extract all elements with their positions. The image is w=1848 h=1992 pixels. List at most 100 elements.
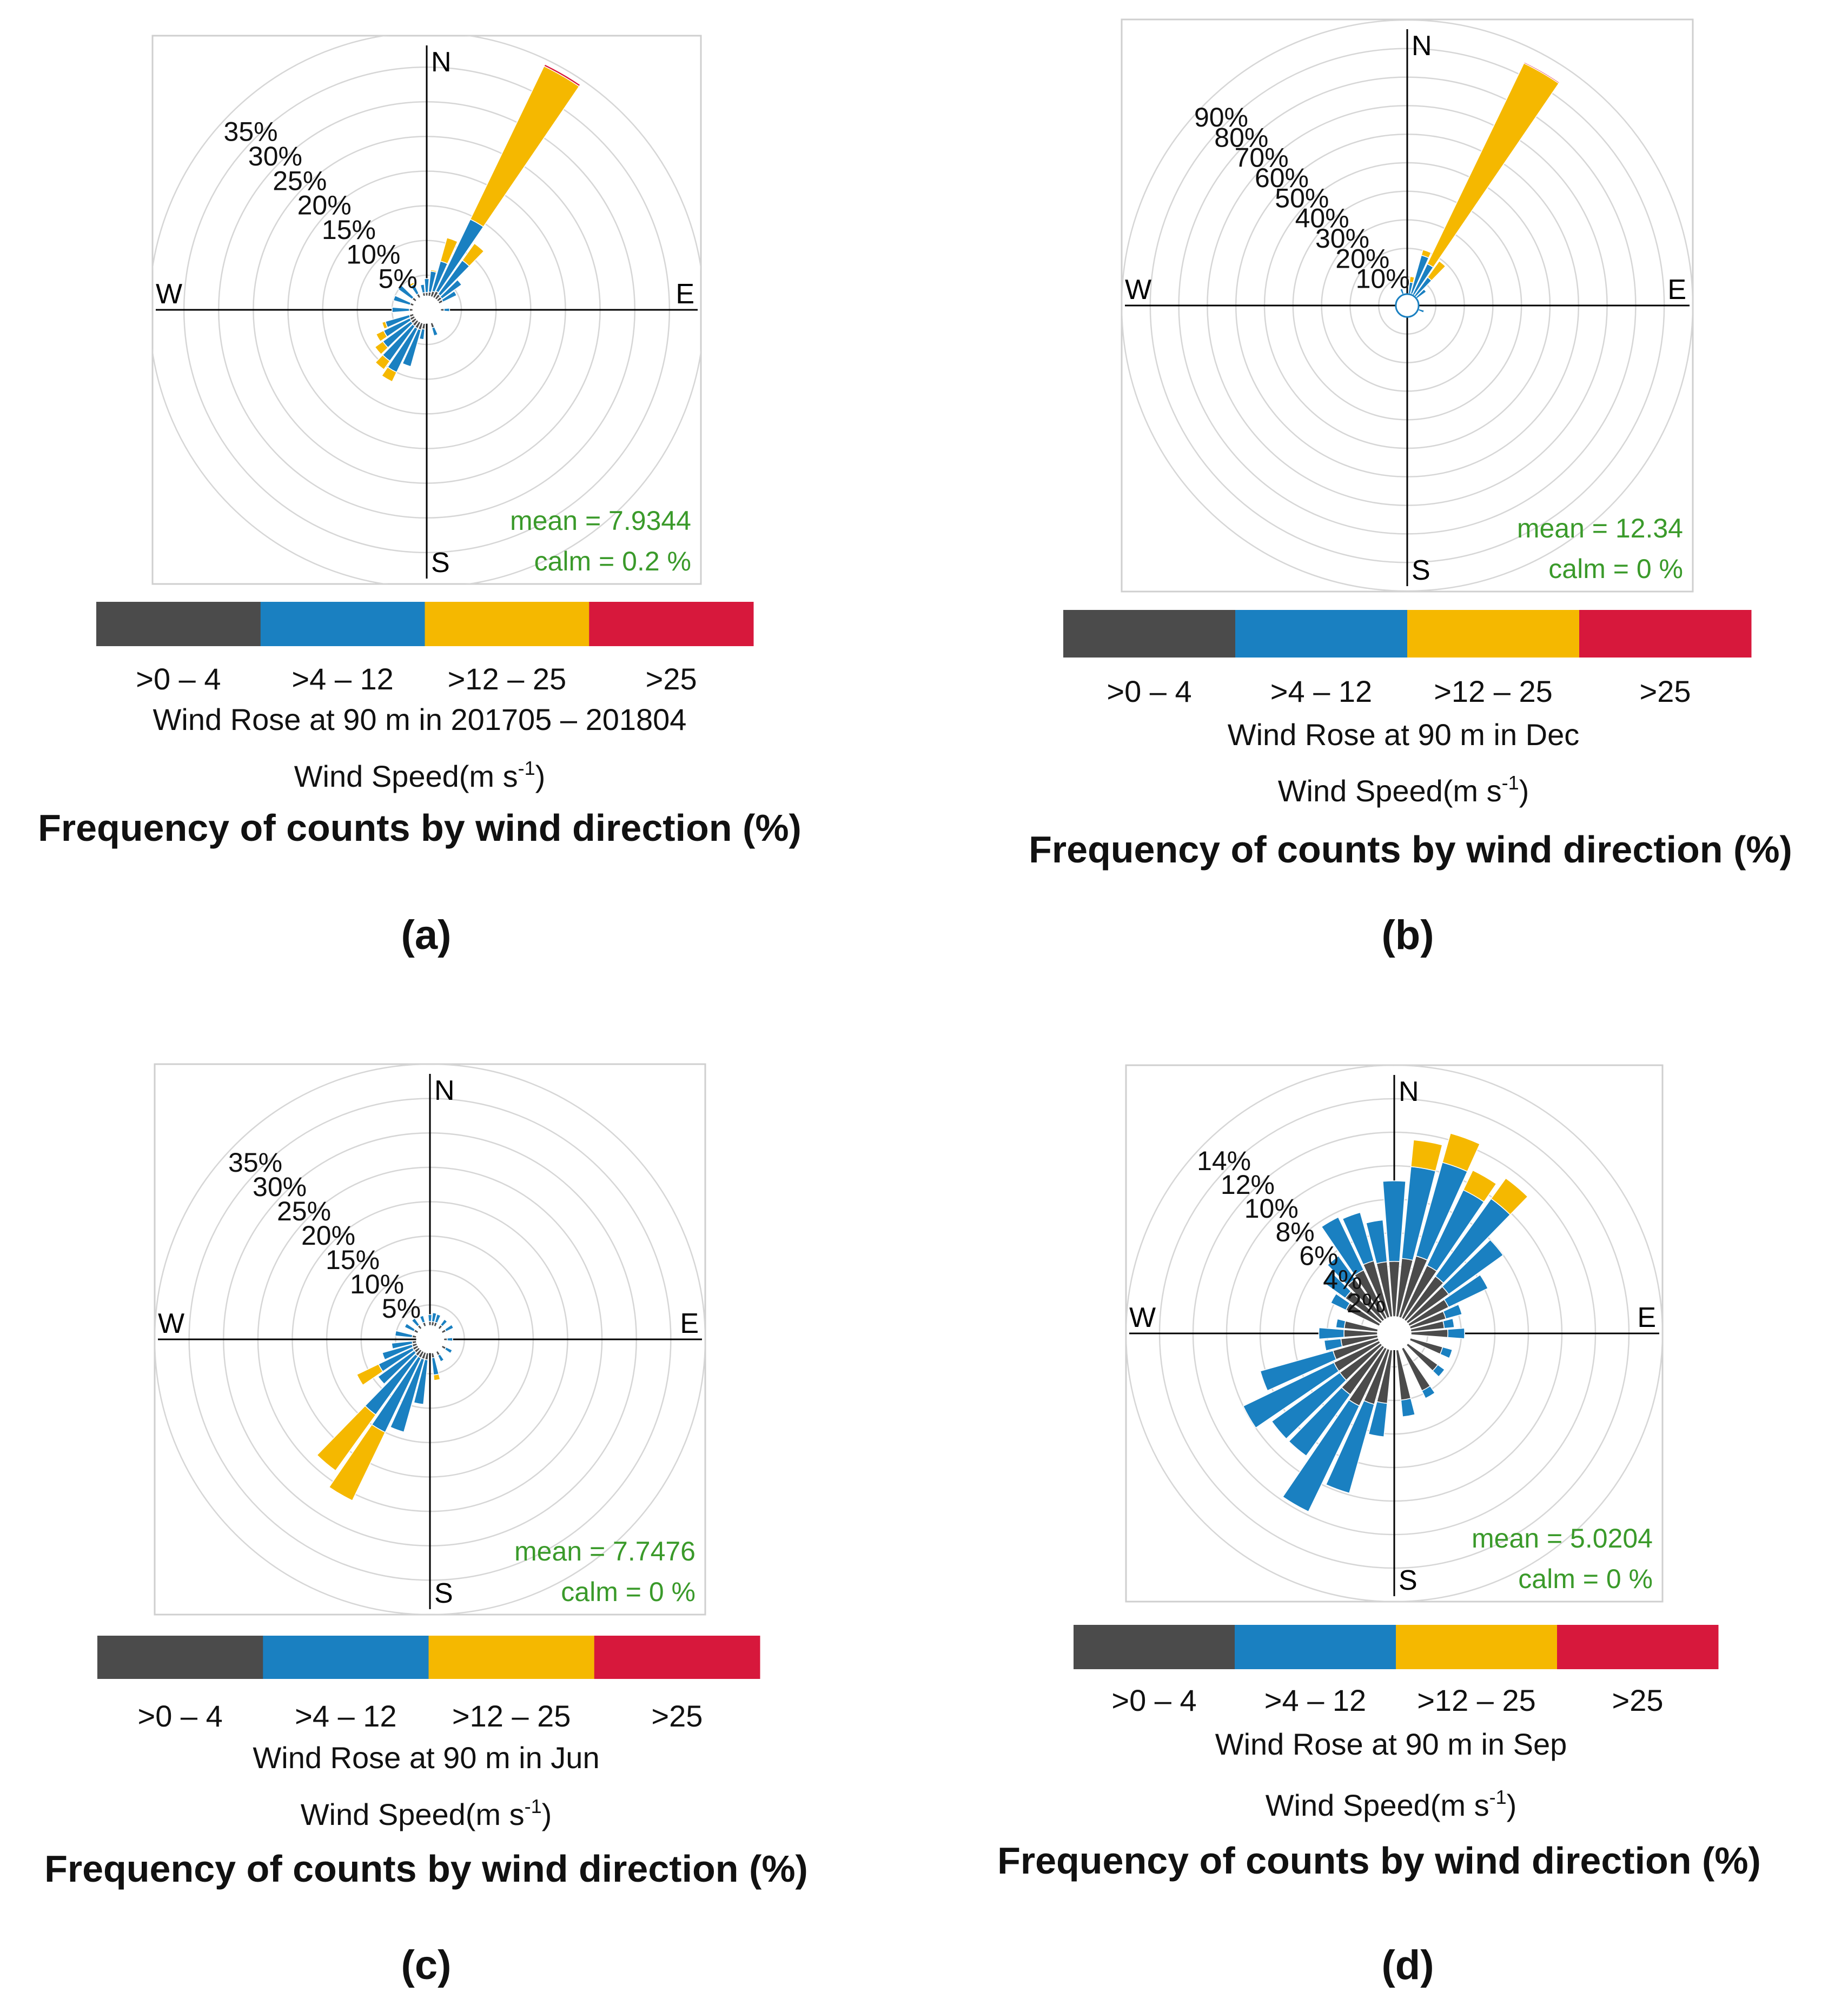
- petal-segment: [381, 321, 388, 330]
- petal-segment: [428, 1321, 432, 1326]
- legend-swatch: [260, 602, 425, 646]
- direction-label-s: S: [431, 547, 450, 579]
- petal-segment: [413, 1359, 429, 1405]
- panel-label: (c): [401, 1942, 452, 1988]
- direction-label-w: W: [158, 1308, 184, 1339]
- ring-label: 80%: [1214, 122, 1268, 152]
- ring-label: 25%: [277, 1196, 331, 1226]
- petal-segment: [430, 269, 438, 273]
- petal-segment: [420, 283, 426, 294]
- legend-title: Wind Speed(m s-1): [1266, 1786, 1517, 1822]
- petal-segment: [377, 1350, 417, 1385]
- ring-label: 35%: [224, 117, 278, 147]
- petal-segment: [1282, 1399, 1360, 1512]
- petal-segment: [1368, 1401, 1388, 1438]
- petal-segment: [1325, 1400, 1375, 1494]
- direction-label-e: E: [675, 278, 694, 310]
- legend-swatch: [428, 1636, 595, 1679]
- petal-segment: [1442, 1304, 1463, 1320]
- ring-label: 12%: [1221, 1170, 1275, 1200]
- petal-segment: [543, 63, 581, 87]
- petal-segment: [1330, 1293, 1351, 1311]
- calm-circle: [1377, 1317, 1411, 1350]
- direction-label-n: N: [1412, 30, 1432, 62]
- petal-segment: [423, 278, 430, 293]
- petal-segment: [1421, 249, 1432, 258]
- chart-title: Wind Rose at 90 m in Jun: [253, 1741, 599, 1775]
- ring-label: 35%: [228, 1147, 282, 1178]
- ring-label: 10%: [346, 239, 400, 269]
- petal-segment: [381, 366, 398, 382]
- petal-segment: [1523, 61, 1560, 84]
- ring-label: 20%: [297, 190, 352, 221]
- calm-label: calm = 0 %: [561, 1577, 696, 1607]
- legend-label: >25: [1612, 1683, 1664, 1717]
- petal-segment: [411, 1317, 420, 1327]
- petal-segment: [440, 308, 445, 312]
- ring-label: 15%: [326, 1245, 380, 1275]
- petal-segment: [1318, 1327, 1345, 1340]
- direction-label-e: E: [1637, 1302, 1656, 1333]
- chart-footer: Frequency of counts by wind direction (%…: [997, 1840, 1761, 1882]
- petal-segment: [402, 328, 422, 367]
- petal-segment: [1288, 1386, 1351, 1457]
- petal-segment: [409, 308, 414, 312]
- ring-label: 25%: [273, 165, 327, 196]
- petal-segment: [1321, 1216, 1365, 1276]
- legend-swatch: [1396, 1625, 1558, 1669]
- petal-segment: [1366, 1219, 1388, 1264]
- ring-label: 10%: [350, 1269, 404, 1299]
- direction-label-w: W: [1125, 274, 1151, 306]
- mean-label: mean = 7.7476: [514, 1536, 696, 1566]
- legend-title: Wind Speed(m s-1): [294, 757, 546, 793]
- panel-label: (d): [1381, 1942, 1434, 1988]
- legend-swatch: [97, 1636, 263, 1679]
- legend-label: >0 – 4: [1107, 674, 1191, 708]
- petal-segment: [409, 282, 415, 287]
- petal-segment: [444, 1346, 453, 1354]
- calm-circle: [413, 296, 441, 324]
- petal-segment: [1323, 1272, 1352, 1299]
- petal-segment: [1441, 1133, 1481, 1172]
- ring-label: 90%: [1194, 102, 1248, 132]
- plot-area: 5%10%15%20%25%30%35%: [155, 1064, 705, 1615]
- calm-label: calm = 0 %: [1518, 1564, 1653, 1594]
- legend-title: Wind Speed(m s-1): [301, 1795, 552, 1831]
- petal-segment: [1335, 1318, 1346, 1329]
- legend-label: >4 – 12: [1264, 1683, 1366, 1717]
- petal-segment: [439, 279, 462, 300]
- direction-label-n: N: [431, 47, 452, 78]
- petal-segment: [440, 1318, 448, 1327]
- petal-segment: [419, 1314, 426, 1324]
- petal-segment: [1342, 1212, 1375, 1265]
- petal-segment: [1409, 276, 1415, 283]
- petal-segment: [397, 284, 415, 300]
- plot-area: 10%20%30%40%50%60%70%80%90%: [1122, 19, 1693, 592]
- mean-label: mean = 12.34: [1517, 513, 1683, 543]
- petal-segment: [443, 308, 451, 312]
- petal-segment: [316, 1405, 376, 1471]
- calm-ring: [1395, 293, 1420, 318]
- petal-segment: [392, 307, 410, 313]
- legend-swatch: [1407, 610, 1580, 658]
- legend-swatch: [1579, 610, 1752, 658]
- panel-label: (b): [1381, 912, 1434, 958]
- ring-label: 30%: [1315, 223, 1369, 254]
- legend-label: >25: [646, 662, 697, 696]
- petal-segment: [381, 1344, 414, 1360]
- ring-label: 10%: [1356, 264, 1410, 294]
- legend-label: >12 – 25: [1417, 1683, 1536, 1717]
- panel-label: (a): [401, 912, 452, 958]
- petal-segment: [1260, 1350, 1337, 1391]
- legend-swatch: [1063, 610, 1236, 658]
- petal-segment: [431, 326, 439, 337]
- petal-segment: [425, 292, 429, 297]
- petal-segment: [328, 1424, 386, 1502]
- ring-label: 40%: [1295, 203, 1349, 234]
- ring-label: 10%: [1244, 1193, 1299, 1224]
